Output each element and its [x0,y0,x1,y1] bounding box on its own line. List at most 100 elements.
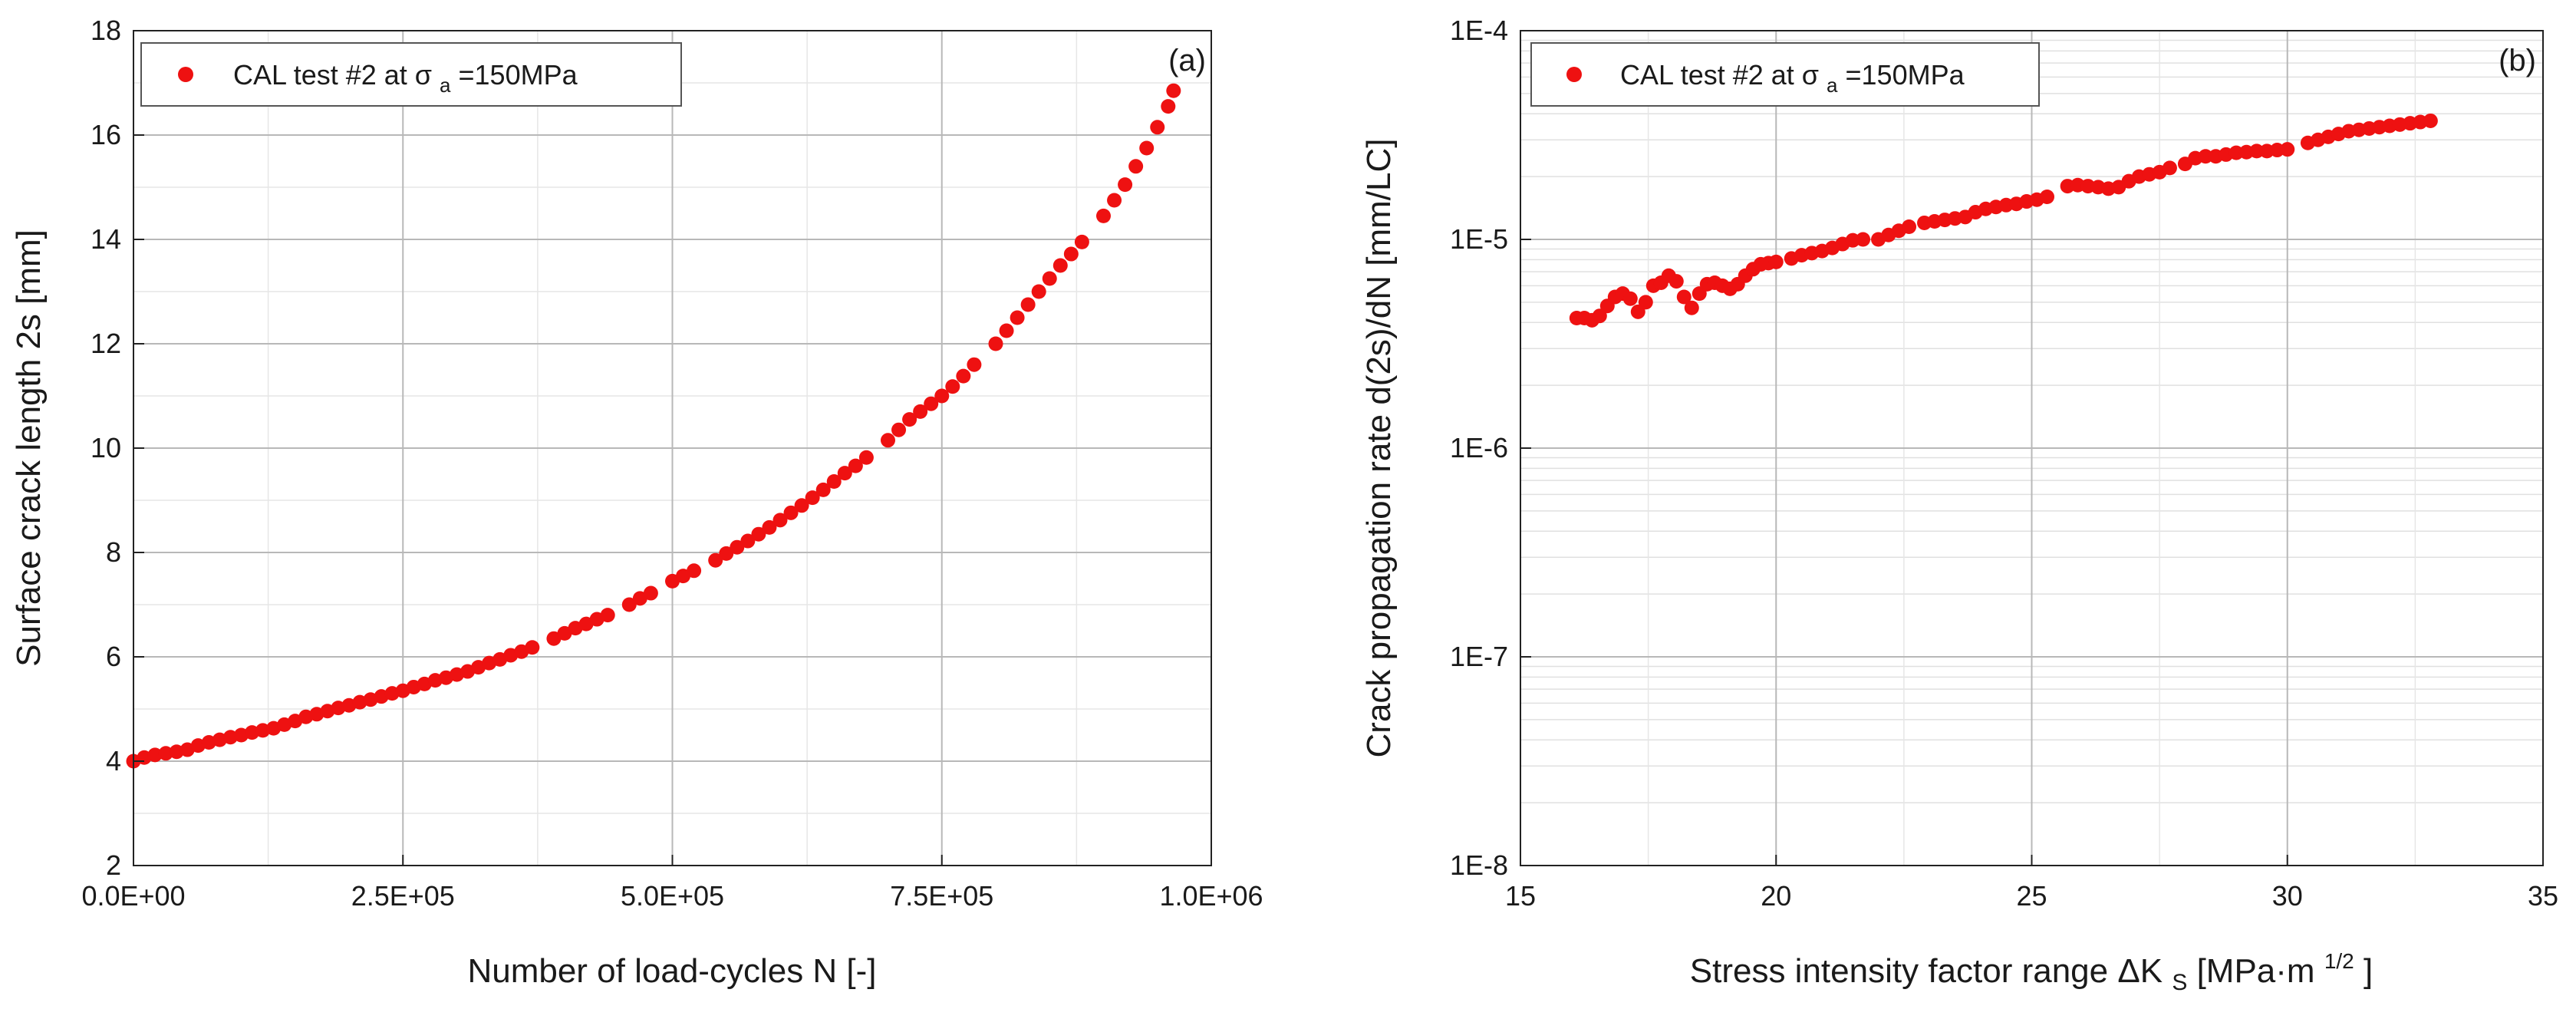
data-point [245,725,260,740]
y-tick-label: 14 [91,223,121,255]
x-tick-label: 5.0E+05 [621,880,724,912]
data-point [2162,160,2177,176]
chart-b-y-axis-label: Crack propagation rate d(2s)/dN [mm/LC] [1360,139,1398,758]
data-point [1074,234,1089,249]
data-point [1118,177,1133,193]
data-point [643,585,658,601]
data-point [2423,113,2438,128]
data-point [1107,193,1122,208]
data-point [956,368,971,384]
chart-b-y-ticks: 1E-8 1E-7 1E-6 1E-5 1E-4 [1450,15,1531,881]
x-tick-label: 7.5E+05 [890,880,993,912]
data-point [158,746,173,761]
data-point [988,336,1003,351]
x-tick-label: 15 [1505,880,1536,912]
chart-a-legend-suffix: =150MPa [459,59,578,91]
chart-a-x-ticks: 0.0E+00 2.5E+05 5.0E+05 7.5E+05 1.0E+06 [81,855,1263,912]
y-tick-label: 2 [106,849,121,881]
y-tick-label: 1E-4 [1450,15,1508,46]
data-point [665,573,680,589]
chart-b-grid [1520,30,2544,866]
data-point [1063,246,1079,262]
data-point [1638,295,1653,310]
data-point [848,458,863,473]
x-tick-label: 20 [1761,880,1791,912]
chart-b-x-label-sub: S [2172,970,2187,995]
y-tick-label: 10 [91,432,121,463]
chart-b-x-axis-label: Stress intensity factor range ΔK S [MPa·… [1690,938,2373,998]
data-point [1031,284,1046,299]
data-point [1150,120,1165,135]
data-point [2249,143,2265,159]
chart-a-legend-prefix: CAL test #2 at [233,59,415,91]
data-point [881,433,895,448]
chart-a-legend: CAL test #2 at σ a =150MPa [140,42,682,107]
y-tick-label: 6 [106,641,121,672]
data-point [632,591,647,606]
data-point [1768,254,1784,269]
chart-b-x-label-unit: [MPa·m [2197,952,2315,990]
data-point [730,539,745,555]
data-point [525,640,540,655]
chart-a-y-ticks: 2 4 6 8 10 12 14 16 18 [91,15,144,881]
data-point [255,723,271,738]
data-point [2280,142,2295,157]
y-tick-label: 1E-5 [1450,223,1508,255]
data-point [1684,300,1699,315]
chart-a-panel-label: (a) [1168,44,1206,77]
x-tick-label: 1.0E+06 [1159,880,1263,912]
data-point [772,513,788,528]
chart-a-legend-sigma: σ [415,59,432,91]
y-tick-label: 1E-7 [1450,641,1508,672]
chart-b-x-label-main: Stress intensity factor range ΔK [1690,952,2163,990]
data-point [1042,271,1057,286]
chart-a: 0.0E+00 2.5E+05 5.0E+05 7.5E+05 1.0E+06 2 4 6 8… [10,15,1263,990]
data-point [913,404,928,419]
data-point [546,631,562,646]
y-tick-label: 16 [91,119,121,150]
chart-b-points [1569,113,2438,328]
chart-b-legend-suffix: =150MPa [1846,59,1965,91]
chart-a-grid [133,30,1212,866]
data-point [934,388,950,404]
x-tick-label: 25 [2016,880,2047,912]
data-point [2198,149,2213,164]
data-point [751,526,766,542]
data-point [891,422,907,437]
y-tick-label: 18 [91,15,121,46]
y-tick-label: 1E-6 [1450,432,1508,463]
data-point [902,412,917,427]
data-point [1856,232,1871,247]
chart-a-x-axis-label: Number of load-cycles N [-] [467,952,876,990]
data-point [945,379,960,394]
data-point [858,450,874,465]
chart-a-legend-box [140,42,682,107]
chart-b-legend-marker [1566,67,1582,82]
data-point [1622,291,1638,306]
chart-a-legend-subscript: a [440,74,451,97]
data-point [740,533,756,549]
data-point [999,323,1014,338]
data-point [708,552,723,568]
data-point [837,466,852,481]
chart-a-y-axis-label: Surface crack length 2s [mm] [10,229,48,667]
chart-b-legend-sigma: σ [1802,59,1819,91]
data-point [1161,99,1176,114]
chart-b-x-label-close: ] [2364,952,2373,990]
chart-b-legend-subscript: a [1827,74,1838,97]
data-point [1010,310,1025,325]
chart-b-legend-prefix: CAL test #2 at [1620,59,1802,91]
data-point [1668,274,1684,289]
data-point [169,744,184,760]
data-point [805,490,820,506]
data-point [1592,308,1607,324]
y-tick-label: 4 [106,745,121,777]
chart-a-legend-text: CAL test #2 at σ a =150MPa [233,59,578,98]
data-point [600,608,615,623]
data-point [676,569,691,584]
data-point [815,482,831,497]
data-point [967,357,982,372]
chart-b-legend-box [1530,42,2040,107]
x-tick-label: 0.0E+00 [81,880,185,912]
